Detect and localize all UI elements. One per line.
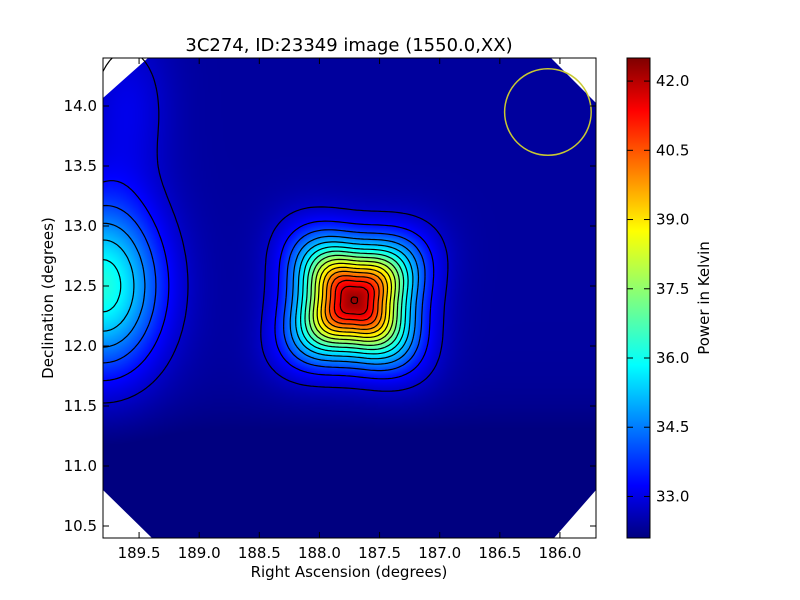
y-tick-label: 11.0 xyxy=(64,457,97,475)
contour-level-8 xyxy=(312,258,396,342)
x-tick-label: 189.0 xyxy=(178,544,221,562)
x-tick-label: 186.0 xyxy=(538,544,581,562)
heatmap-image xyxy=(103,58,596,538)
contour-level-0 xyxy=(103,58,449,404)
plot-frame xyxy=(102,57,597,539)
x-tick-label: 189.5 xyxy=(118,544,161,562)
colorbar: 33.0 34.5 36.0 37.5 39.0 40.5 42.0 Power in Ke… xyxy=(626,57,713,539)
contour-level-2 xyxy=(103,204,426,372)
colorbar-ticks: 33.0 34.5 36.0 37.5 39.0 40.5 42.0 xyxy=(627,72,689,505)
contour-level-14 xyxy=(339,285,369,315)
contour-level-7 xyxy=(308,254,400,346)
x-axis: 189.5 189.0 188.5 188.0 187.5 187.0 186.5 186.0 xyxy=(118,58,581,562)
contour-level-15 xyxy=(350,296,359,305)
x-tick-label: 187.5 xyxy=(358,544,401,562)
corner-mask-top-right xyxy=(551,58,596,103)
y-axis-label: Declination (degrees) xyxy=(39,217,57,379)
y-tick-label: 10.5 xyxy=(64,517,97,535)
y-tick-label: 12.5 xyxy=(64,277,97,295)
colorbar-label: Power in Kelvin xyxy=(695,241,713,355)
colorbar-tick-label: 42.0 xyxy=(656,72,689,90)
contour-level-9 xyxy=(316,262,393,338)
y-tick-label: 11.5 xyxy=(64,397,97,415)
colorbar-tick-label: 36.0 xyxy=(656,349,689,367)
plot-area xyxy=(102,57,597,539)
y-tick-label: 13.5 xyxy=(64,157,97,175)
corner-mask-top-left xyxy=(103,58,148,98)
contour-level-5 xyxy=(103,246,409,355)
y-tick-label: 14.0 xyxy=(64,97,97,115)
x-tick-label: 186.5 xyxy=(478,544,521,562)
colorbar-tick-label: 34.5 xyxy=(656,418,689,436)
contour-level-10 xyxy=(320,266,389,335)
x-tick-label: 188.5 xyxy=(238,544,281,562)
chart-title: 3C274, ID:23349 image (1550.0,XX) xyxy=(185,35,512,56)
y-axis: 10.5 11.0 11.5 12.0 12.5 13.0 13.5 14.0 xyxy=(64,97,596,535)
x-axis-label: Right Ascension (degrees) xyxy=(251,563,448,581)
beam-circle xyxy=(503,67,592,157)
colorbar-tick-label: 37.5 xyxy=(656,280,689,298)
contour-level-3 xyxy=(103,222,420,365)
x-tick-label: 187.0 xyxy=(418,544,461,562)
colorbar-tick-label: 40.5 xyxy=(656,141,689,159)
contour-level-6 xyxy=(304,250,405,351)
contour-level-11 xyxy=(324,270,384,330)
colorbar-tick-label: 33.0 xyxy=(656,487,689,505)
colorbar-tick-label: 39.0 xyxy=(656,211,689,229)
y-tick-label: 13.0 xyxy=(64,217,97,235)
contour-level-4 xyxy=(103,239,414,360)
contour-level-1 xyxy=(103,180,435,382)
contour-level-13 xyxy=(333,279,375,321)
y-tick-label: 12.0 xyxy=(64,337,97,355)
contour-lines xyxy=(103,58,449,404)
corner-masks xyxy=(103,58,596,538)
x-tick-label: 188.0 xyxy=(298,544,341,562)
corner-mask-bottom-left xyxy=(103,490,152,538)
corner-mask-bottom-right xyxy=(554,490,596,538)
contour-level-12 xyxy=(328,275,380,326)
colorbar-gradient xyxy=(626,57,651,539)
